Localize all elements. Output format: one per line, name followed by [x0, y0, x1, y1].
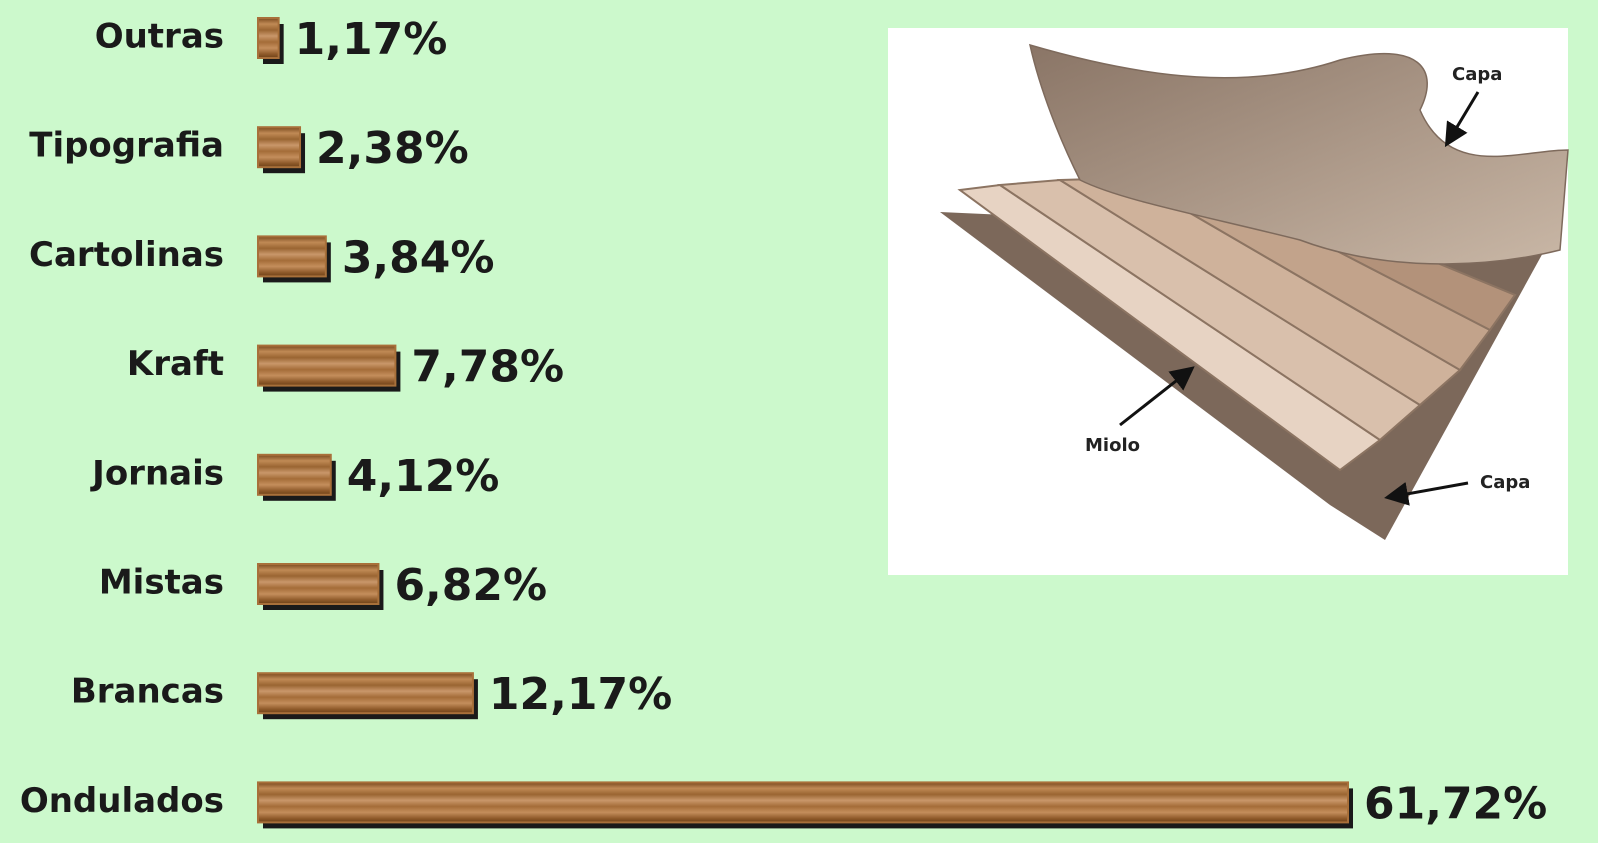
bar [257, 672, 474, 715]
value-label: 6,82% [394, 560, 547, 611]
illustration-label: Capa [1480, 472, 1530, 493]
value-label: 7,78% [411, 342, 564, 393]
category-label: Ondulados [20, 781, 224, 821]
arrow [1119, 366, 1195, 427]
category-label: Cartolinas [29, 235, 224, 275]
value-label: 4,12% [347, 451, 500, 502]
value-label: 3,84% [342, 232, 495, 283]
arrow [1384, 481, 1469, 506]
illustration-label: Miolo [1085, 435, 1140, 456]
value-label: 1,17% [295, 14, 448, 65]
value-label: 61,72% [1364, 778, 1547, 829]
category-label: Mistas [99, 563, 224, 603]
category-label: Brancas [71, 672, 224, 712]
value-label: 2,38% [316, 123, 469, 174]
bar [257, 235, 327, 278]
value-label: 12,17% [489, 669, 672, 720]
bar [257, 781, 1349, 824]
category-label: Kraft [127, 344, 224, 384]
illustration: Capa Miolo Capa [888, 28, 1569, 575]
illustration-label: Capa [1452, 64, 1502, 85]
category-label: Jornais [90, 453, 224, 493]
arrow [1444, 91, 1480, 148]
bar [257, 126, 302, 169]
bar [257, 17, 280, 59]
category-label: Tipografia [29, 126, 224, 166]
bar [257, 453, 332, 496]
top-sheet [1028, 43, 1569, 265]
bar [257, 563, 380, 605]
bar [257, 344, 397, 387]
category-label: Outras [95, 17, 224, 57]
